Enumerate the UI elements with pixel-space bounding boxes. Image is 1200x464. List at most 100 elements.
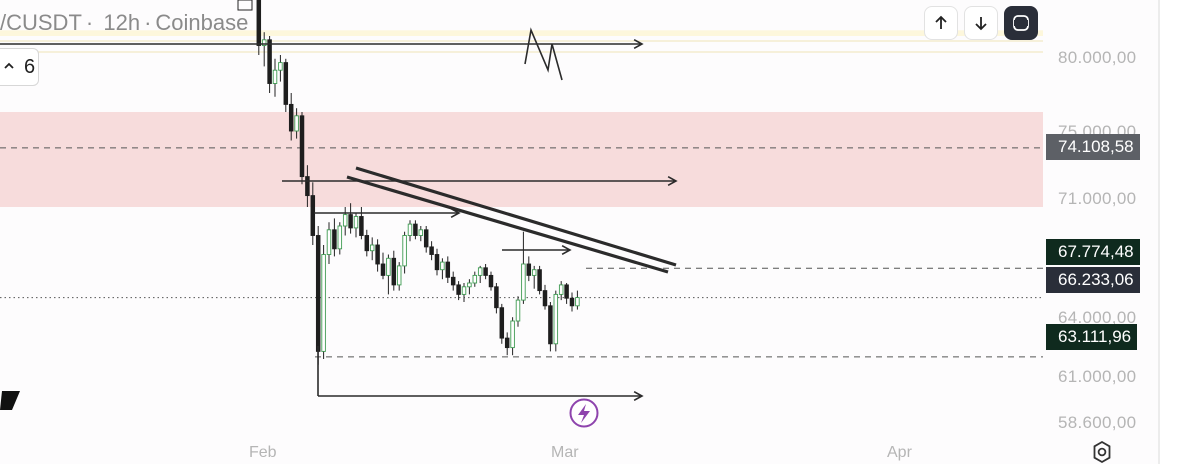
candle-up: [321, 254, 326, 352]
candle-down: [499, 307, 505, 339]
chart-area[interactable]: [0, 0, 1160, 464]
trendline: [355, 166, 677, 267]
interval-label: 12h: [103, 10, 141, 35]
price-tag-level: 74.108,58: [1046, 134, 1140, 160]
resistance-band: [0, 30, 1043, 36]
candle-down: [450, 276, 456, 286]
candle-down: [332, 229, 337, 250]
candle-up: [353, 216, 359, 229]
candle-down: [315, 235, 321, 352]
logo-fragment: [0, 391, 20, 410]
candle-down: [391, 257, 397, 286]
candle-down: [359, 216, 364, 236]
price-tag-level: 63.111,96: [1046, 324, 1138, 350]
candle-up: [326, 229, 332, 255]
candle-down: [494, 286, 499, 309]
candle-up: [467, 282, 472, 288]
arrow-line-head: [561, 244, 572, 256]
candle-up: [531, 269, 537, 276]
candle-down: [548, 305, 553, 345]
lightning-icon-bolt: [578, 404, 590, 423]
candle-up: [461, 286, 467, 295]
candle-up: [477, 267, 483, 276]
candle-up: [396, 265, 402, 286]
candle-up: [515, 299, 521, 322]
price-tick: 58.600,00: [1058, 413, 1137, 432]
candle-down: [569, 297, 575, 307]
candle-down: [537, 269, 542, 292]
candle-down: [488, 274, 494, 288]
indicator-count-toggle[interactable]: 6: [0, 48, 39, 86]
candle-up: [558, 284, 564, 295]
gear-icon[interactable]: [1090, 440, 1114, 464]
candle-up: [553, 293, 559, 345]
title-separator: ·: [144, 10, 152, 35]
arrow-line-head: [450, 207, 461, 219]
candle-up: [402, 235, 407, 267]
candle-down: [283, 62, 289, 105]
arrow-up-icon: [935, 15, 947, 29]
price-axis-separator: [1158, 0, 1160, 464]
symbol-title[interactable]: /CUSDT · 12h · Coinbase: [0, 10, 252, 36]
candle-up: [272, 69, 278, 84]
arrow-line-head: [633, 38, 644, 50]
symbol-name: /CUSDT: [0, 10, 82, 35]
candle-up: [369, 244, 375, 252]
price-tick: 71.000,00: [1058, 189, 1137, 208]
candle-up: [440, 261, 445, 271]
candle-down: [542, 290, 548, 307]
date-tick: Apr: [887, 444, 912, 461]
candle-up: [510, 320, 515, 349]
candle-down: [445, 261, 451, 278]
indicator-count: 6: [24, 55, 36, 78]
candle-down: [483, 267, 488, 276]
candle-down: [305, 176, 310, 197]
arrow-down-icon: [975, 17, 987, 31]
exchange-name: Coinbase: [155, 10, 249, 35]
price-tick: 64.000,00: [1058, 308, 1137, 327]
scroll-down-button[interactable]: [964, 6, 998, 40]
right-strip: [1160, 0, 1200, 464]
candle-up: [294, 115, 299, 132]
candle-down: [256, 0, 262, 46]
candle-up: [278, 62, 283, 71]
date-tick: Feb: [249, 444, 277, 461]
candle-down: [299, 115, 305, 178]
candle-down: [423, 229, 429, 248]
candle-down: [413, 223, 418, 236]
candle-up: [418, 229, 424, 236]
candle-down: [364, 235, 370, 252]
chart-plot[interactable]: [0, 0, 1160, 464]
scroll-up-button[interactable]: [924, 6, 958, 40]
candle-down: [434, 254, 440, 271]
candle-up: [407, 223, 413, 236]
candle-down: [288, 103, 294, 132]
candle-down: [564, 284, 569, 299]
fullscreen-icon: [1013, 15, 1029, 31]
candle-down: [456, 284, 461, 295]
arrow-line-head: [633, 390, 644, 402]
candle-down: [380, 263, 386, 276]
candle-down: [375, 244, 380, 265]
candle-up: [261, 39, 267, 46]
candle-partial: [237, 0, 253, 11]
fullscreen-button[interactable]: [1004, 6, 1038, 40]
date-tick: Mar: [551, 444, 579, 461]
candle-up: [521, 263, 526, 301]
candle-up: [337, 225, 343, 250]
chevron-icon: [2, 59, 16, 76]
trendline: [346, 175, 669, 274]
supply-zone: [0, 112, 1043, 207]
candle-down: [429, 246, 434, 255]
title-separator: ·: [85, 10, 94, 35]
candle-up: [472, 274, 478, 284]
candle-down: [310, 195, 316, 236]
candle-up: [575, 297, 580, 307]
candle-up: [342, 214, 348, 227]
candle-down: [526, 263, 532, 276]
candle-down: [267, 39, 272, 84]
price-tag-level: 67.774,48: [1046, 239, 1140, 265]
candle-up: [386, 257, 391, 276]
arrow-line-head: [667, 175, 678, 187]
price-tick: 80.000,00: [1058, 48, 1137, 67]
